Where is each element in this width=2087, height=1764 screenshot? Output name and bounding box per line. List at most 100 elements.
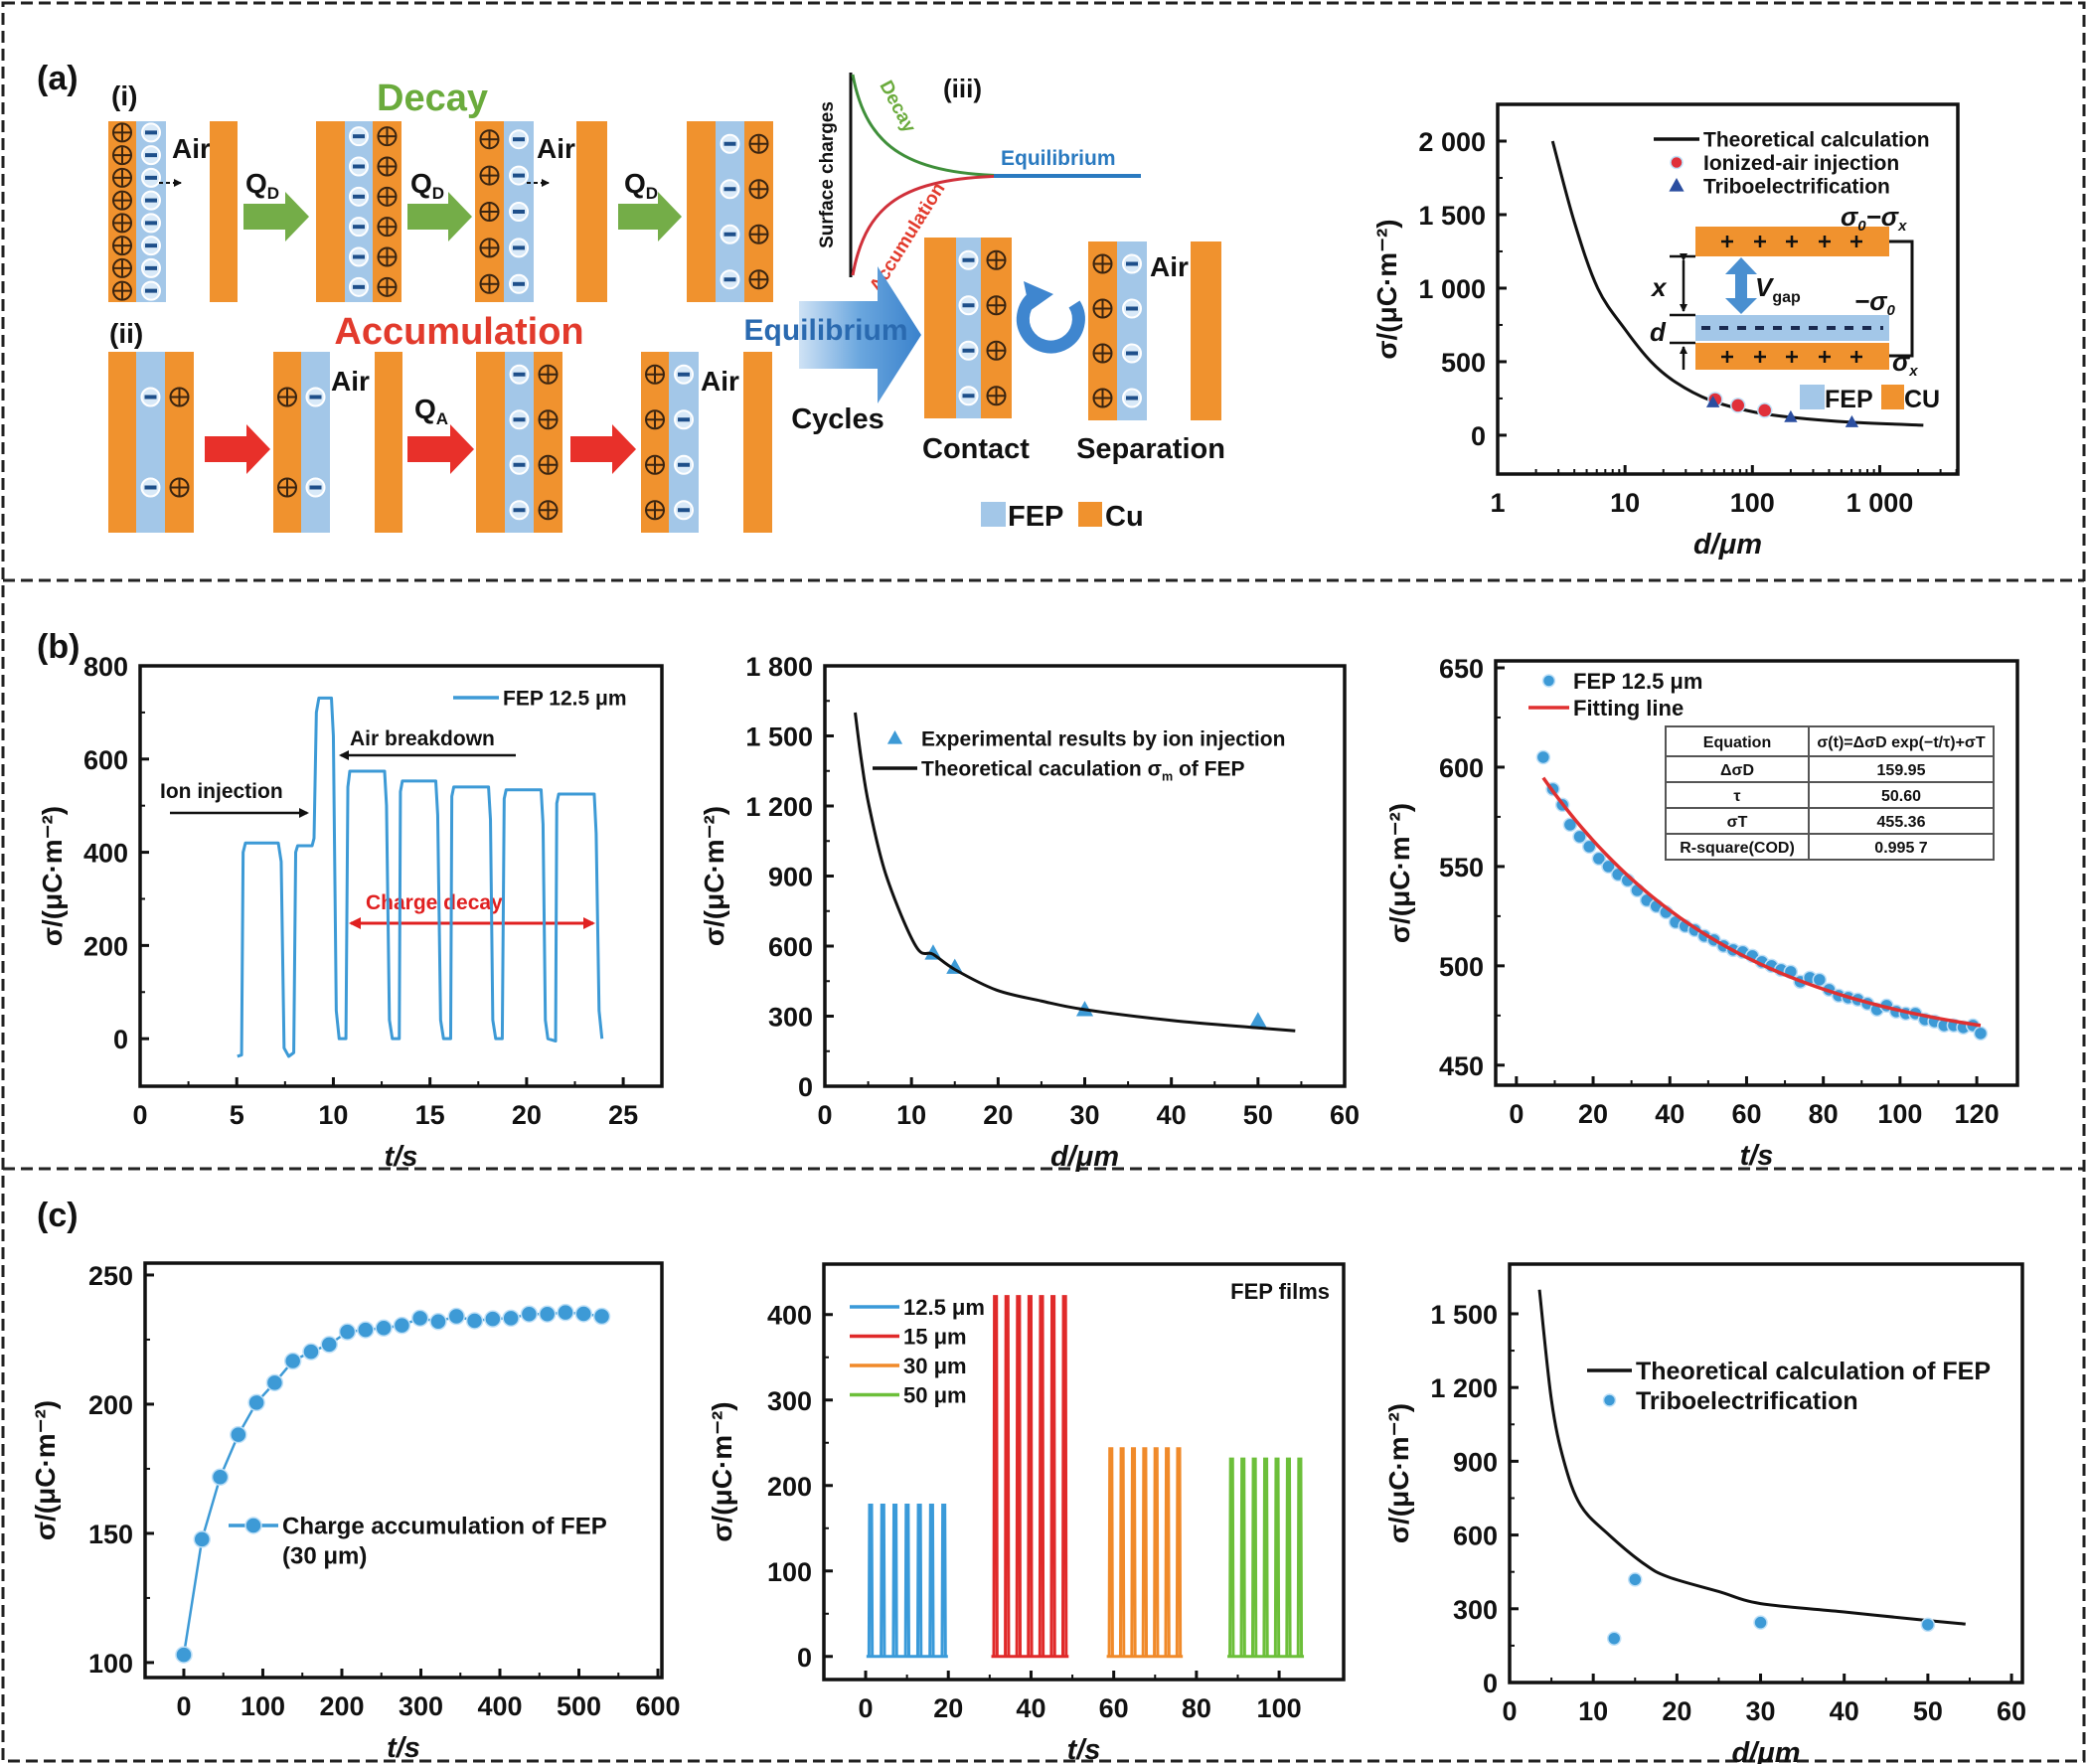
data-point	[1572, 829, 1587, 845]
y-axis-label: σ/(μC·m⁻²)	[1371, 219, 1402, 359]
electrode-film-stack	[687, 121, 773, 302]
negative-charge-icon	[674, 409, 694, 430]
negative-charge-icon	[509, 129, 529, 150]
positive-charge-icon	[645, 454, 665, 475]
positive-charge-icon	[986, 340, 1007, 361]
x-tick-label: 100	[1257, 1693, 1302, 1723]
panel-label-b: (b)	[37, 628, 80, 666]
negative-charge-icon	[349, 186, 369, 207]
negative-charge-icon	[1122, 253, 1142, 274]
data-point-triangle	[1845, 414, 1859, 427]
copper-electrode	[476, 352, 505, 533]
y-tick-label: 500	[1439, 952, 1484, 982]
x-tick-label: 40	[1016, 1693, 1045, 1723]
negative-charge-icon	[141, 257, 161, 278]
data-point	[265, 1373, 284, 1392]
data-point	[244, 1517, 262, 1534]
data-point	[211, 1468, 230, 1487]
inset-ylabel: Surface charges	[817, 101, 838, 248]
data-point	[193, 1530, 211, 1548]
x-axis-label: d/μm	[1050, 1141, 1119, 1173]
positive-charge-icon	[1721, 236, 1733, 247]
pulse	[1027, 1295, 1034, 1657]
x-tick-label: 30	[1746, 1696, 1776, 1726]
table-cell-label: σT	[1727, 814, 1748, 831]
data-point	[520, 1305, 539, 1323]
x-tick-label: 0	[859, 1693, 874, 1723]
negative-charge-icon	[141, 145, 161, 166]
data-point	[1973, 1026, 1989, 1042]
pulse	[1118, 1447, 1126, 1657]
positive-charge-icon	[1754, 351, 1766, 363]
fep-legend-label: FEP	[1825, 386, 1873, 413]
data-point	[283, 1352, 302, 1370]
negative-charge-icon	[141, 213, 161, 234]
positive-charge-icon	[1754, 236, 1766, 247]
legend-label: FEP 12.5 μm	[1573, 669, 1702, 694]
air-label: Air	[537, 133, 575, 164]
negative-charge-icon	[674, 500, 694, 521]
positive-charge-icon	[169, 477, 190, 498]
electrode-film-stack	[641, 352, 772, 533]
data-point	[1602, 1393, 1617, 1407]
negative-charge-icon	[958, 340, 979, 361]
x-tick-label: 20	[1662, 1696, 1691, 1726]
x-tick-label: 20	[983, 1100, 1013, 1130]
series-line	[182, 1311, 602, 1656]
copper-electrode	[165, 352, 194, 533]
series-1	[854, 712, 1296, 1033]
copper-electrode	[375, 352, 402, 533]
positive-charge-icon	[377, 156, 398, 177]
x-tick-label: 30	[1069, 1100, 1099, 1130]
pulse	[1262, 1457, 1269, 1657]
y-tick-label: 1 800	[745, 652, 813, 682]
data-point	[447, 1307, 466, 1326]
data-point-triangle	[1705, 395, 1720, 407]
negative-charge-icon	[1122, 388, 1142, 408]
y-tick-label: 1 200	[745, 792, 813, 822]
data-point	[1606, 1631, 1622, 1646]
pulse	[940, 1504, 947, 1657]
series-curve	[1550, 140, 1924, 427]
data-point	[302, 1343, 320, 1361]
row-i-label: (i)	[111, 80, 137, 111]
data-point	[375, 1319, 393, 1338]
negative-charge-icon	[720, 133, 740, 154]
negative-charge-icon	[720, 224, 740, 244]
x-tick-label: 0	[817, 1100, 832, 1130]
positive-charge-icon	[112, 190, 132, 211]
y-tick-label: 400	[83, 839, 128, 869]
x-axis-label: t/s	[385, 1141, 418, 1173]
legend-label: Fitting line	[1573, 696, 1684, 721]
x-tick-label: 60	[1099, 1693, 1129, 1723]
data-point	[230, 1425, 247, 1444]
legend-item: Fitting line	[1528, 696, 1684, 721]
positive-charge-icon	[1786, 236, 1798, 247]
legend-label: 15 μm	[903, 1324, 967, 1349]
series-curve	[854, 712, 1296, 1033]
data-point	[1601, 859, 1616, 875]
copper-electrode	[687, 121, 716, 302]
x-axis-label: d/μm	[1693, 529, 1762, 561]
legend-item: FEP 12.5 μm	[453, 688, 627, 711]
y-tick-label: 900	[768, 863, 813, 892]
electrode-film-stack	[108, 352, 194, 533]
positive-charge-icon	[277, 387, 297, 407]
legend-item: Triboelectrification	[1602, 1387, 1858, 1415]
pulse	[903, 1504, 911, 1657]
fit-line	[1541, 776, 1982, 1028]
b1-annotations: Ion injection Air breakdown Charge decay	[160, 727, 595, 929]
x-tick-label: 500	[557, 1691, 601, 1721]
positive-charge-icon	[748, 179, 769, 200]
air-breakdown-label: Air breakdown	[350, 727, 495, 750]
accumulation-step-arrow	[570, 424, 636, 474]
x-tick-label: 300	[399, 1691, 443, 1721]
data-point	[1581, 839, 1597, 855]
plot-frame	[1508, 1262, 2024, 1684]
negative-charge-icon	[1122, 298, 1142, 319]
q-decay-label: QD	[624, 168, 658, 203]
positive-charge-icon	[986, 386, 1007, 406]
positive-charge-icon	[169, 387, 190, 407]
y-axis-label: σ/(μC·m⁻²)	[707, 1401, 737, 1541]
